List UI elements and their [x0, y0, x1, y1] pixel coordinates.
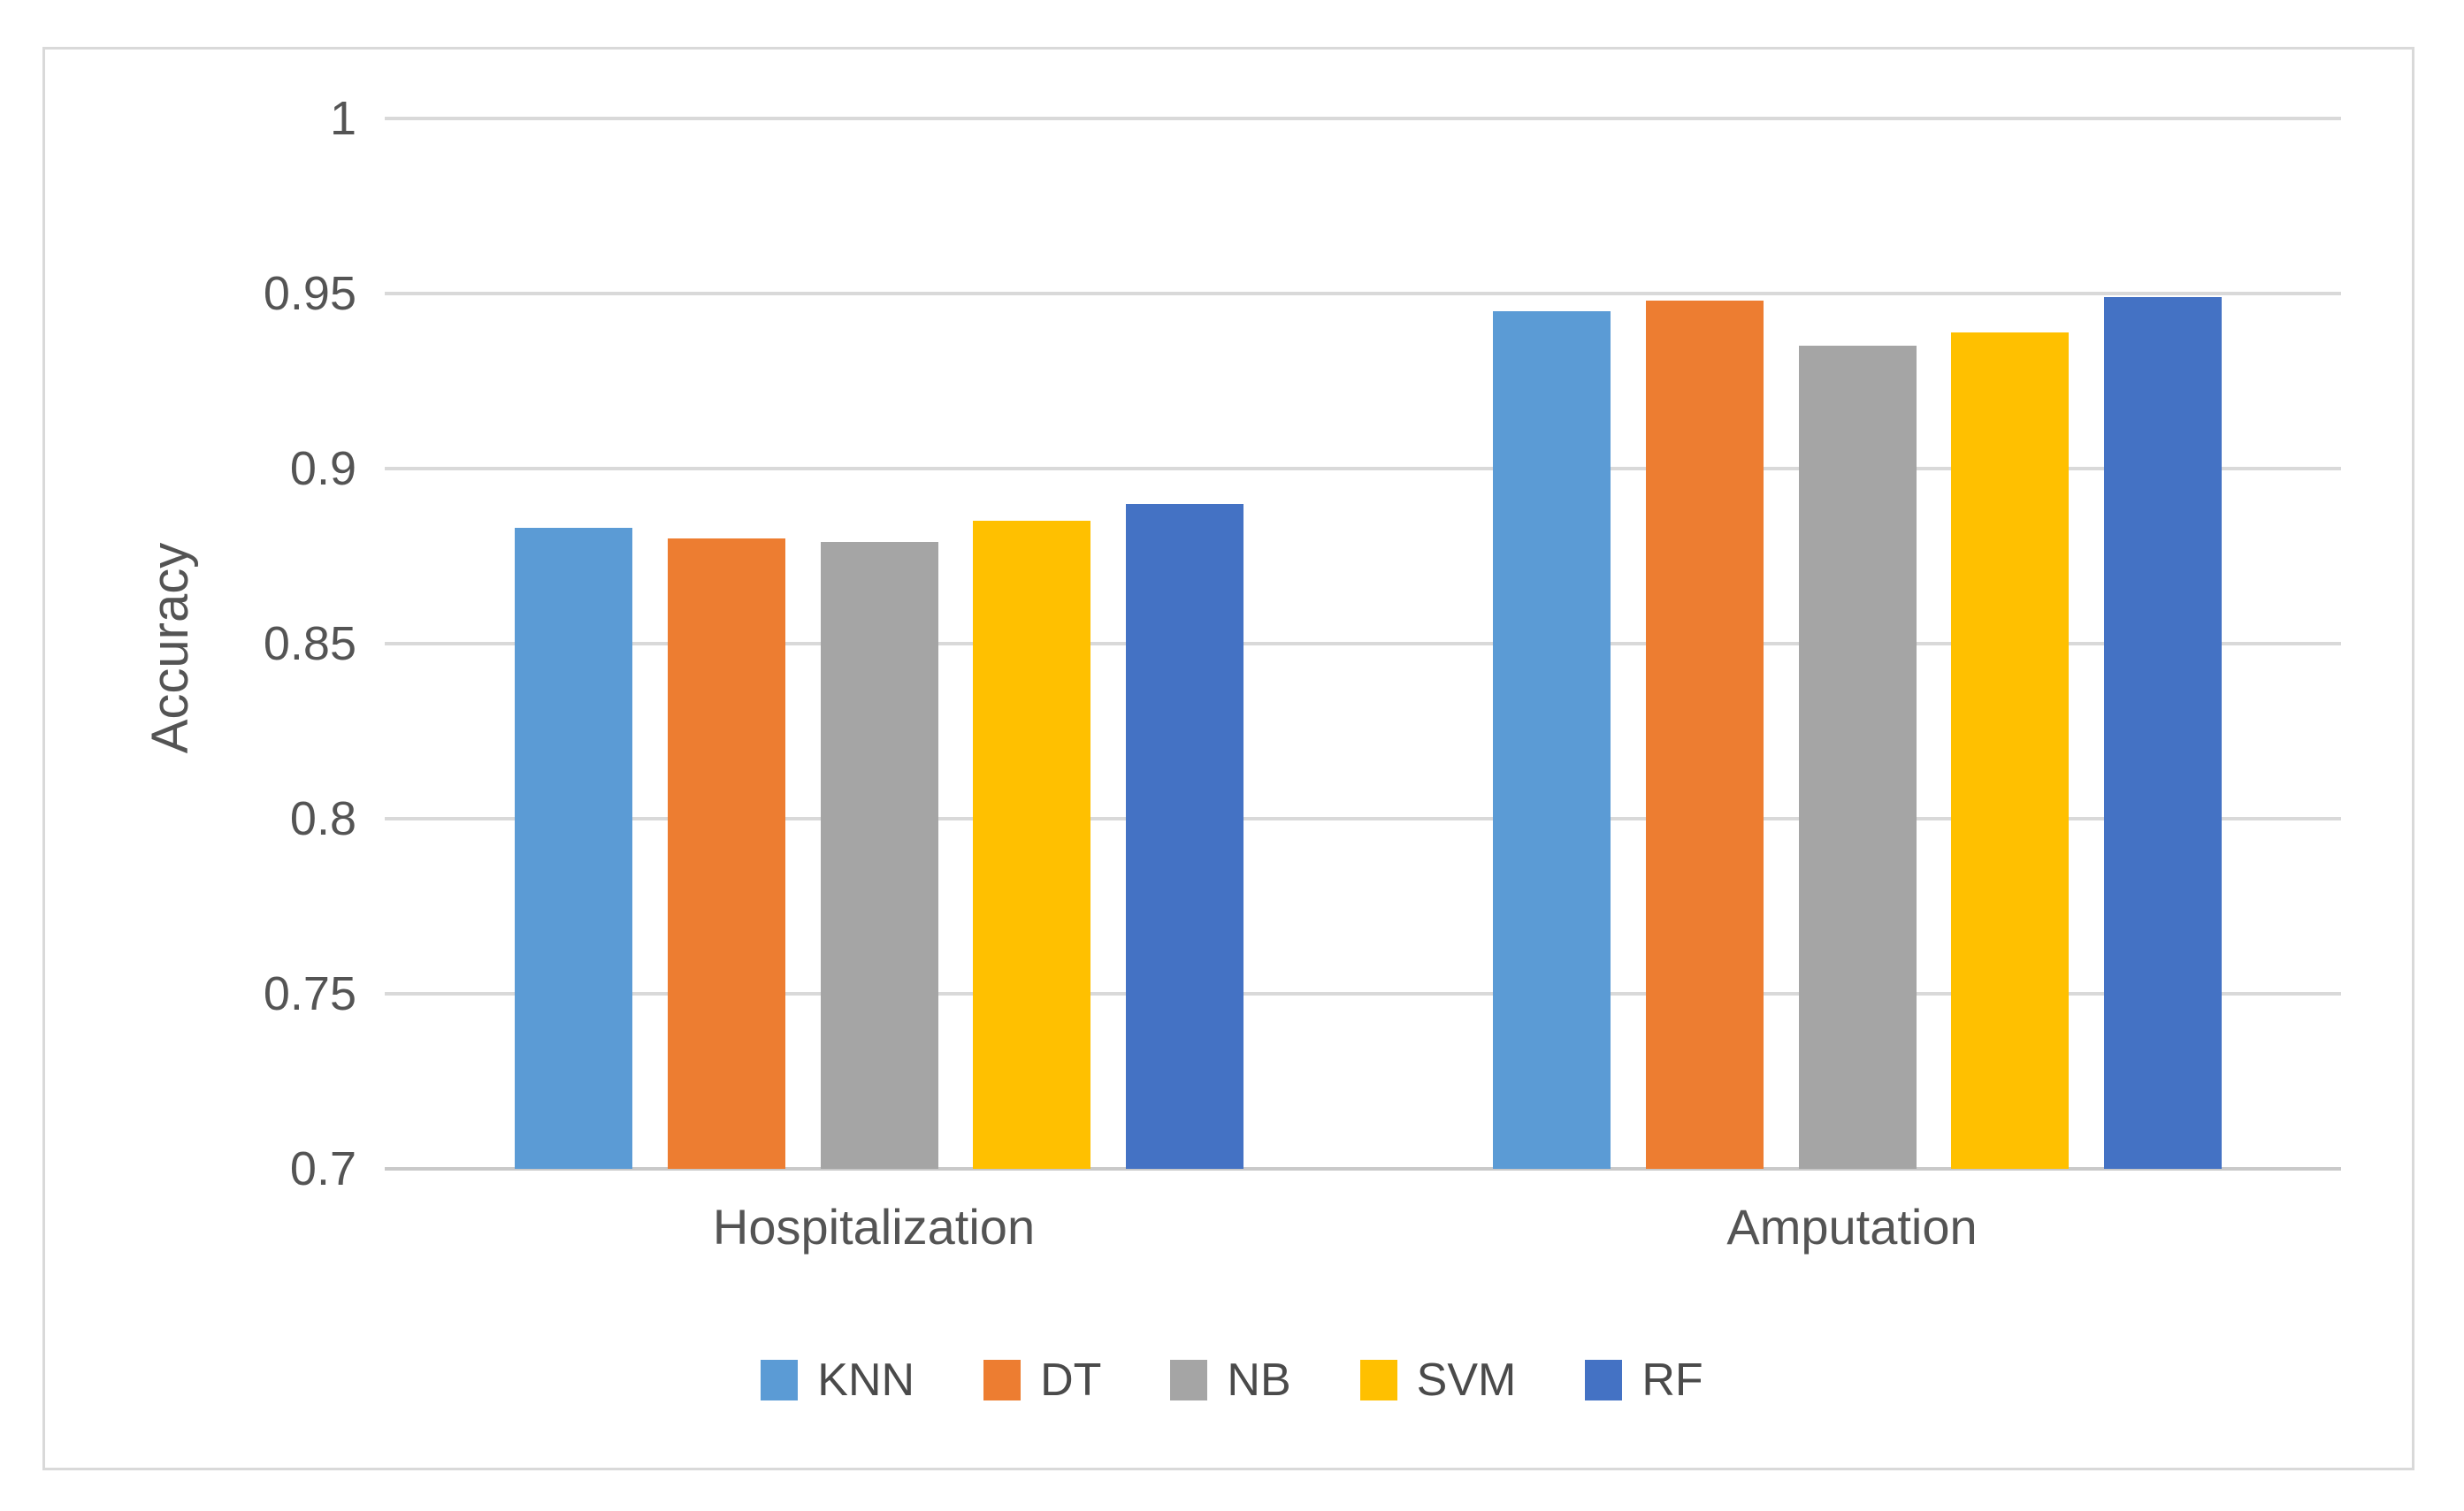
bar-rf-amputation: [2104, 296, 2223, 1169]
legend-label-knn: KNN: [817, 1355, 915, 1406]
plot-area: 0.7 0.75 0.8 0.85 0.9 0.95 1 Hospitalization Amp…: [264, 95, 2341, 1252]
legend-label-svm: SVM: [1416, 1355, 1517, 1406]
bar-dt-amputation: [1645, 300, 1764, 1169]
legend-label-dt: DT: [1040, 1355, 1102, 1406]
y-tick-label: 0.9: [289, 442, 356, 495]
x-axis-line: [385, 1167, 2341, 1171]
y-tick-label: 0.8: [289, 792, 356, 845]
bar-rf-hospitalization: [1126, 503, 1244, 1169]
legend-swatch-nb: [1170, 1360, 1208, 1400]
y-axis-title: Accuracy: [142, 542, 199, 754]
gridline: [385, 467, 2341, 471]
bar-nb-amputation: [1798, 346, 1917, 1169]
y-tick-label: 0.75: [263, 967, 356, 1020]
legend-item-rf: RF: [1585, 1357, 1703, 1403]
legend-item-svm: SVM: [1359, 1355, 1517, 1406]
bar-dt-hospitalization: [667, 538, 785, 1169]
y-tick-label: 1: [329, 92, 356, 145]
legend: KNN DT NB SVM RF: [0, 1340, 2464, 1420]
bar-nb-hospitalization: [820, 542, 938, 1169]
gridline: [385, 292, 2341, 295]
legend-swatch-dt: [983, 1360, 1022, 1400]
legend-item-dt: DT: [983, 1357, 1101, 1403]
bar-knn-amputation: [1493, 310, 1611, 1169]
legend-swatch-svm: [1359, 1360, 1397, 1400]
legend-swatch-knn: [761, 1360, 799, 1400]
gridline: [385, 992, 2341, 996]
legend-item-nb: NB: [1170, 1355, 1291, 1406]
gridline: [385, 817, 2341, 821]
legend-label-rf: RF: [1641, 1355, 1703, 1406]
bar-knn-hospitalization: [515, 528, 633, 1169]
bar-svm-amputation: [1951, 332, 2070, 1169]
category-label-hospitalization: Hospitalization: [712, 1199, 1036, 1255]
legend-label-nb: NB: [1227, 1355, 1291, 1406]
gridline: [385, 117, 2341, 120]
category-label-amputation: Amputation: [1726, 1199, 1978, 1255]
legend-item-knn: KNN: [761, 1357, 914, 1403]
y-tick-label: 0.7: [289, 1142, 356, 1195]
legend-swatch-rf: [1585, 1360, 1623, 1400]
bar-svm-hospitalization: [973, 521, 1091, 1169]
y-tick-label: 0.95: [263, 267, 356, 320]
gridline: [385, 642, 2341, 645]
y-tick-label: 0.85: [263, 617, 356, 670]
